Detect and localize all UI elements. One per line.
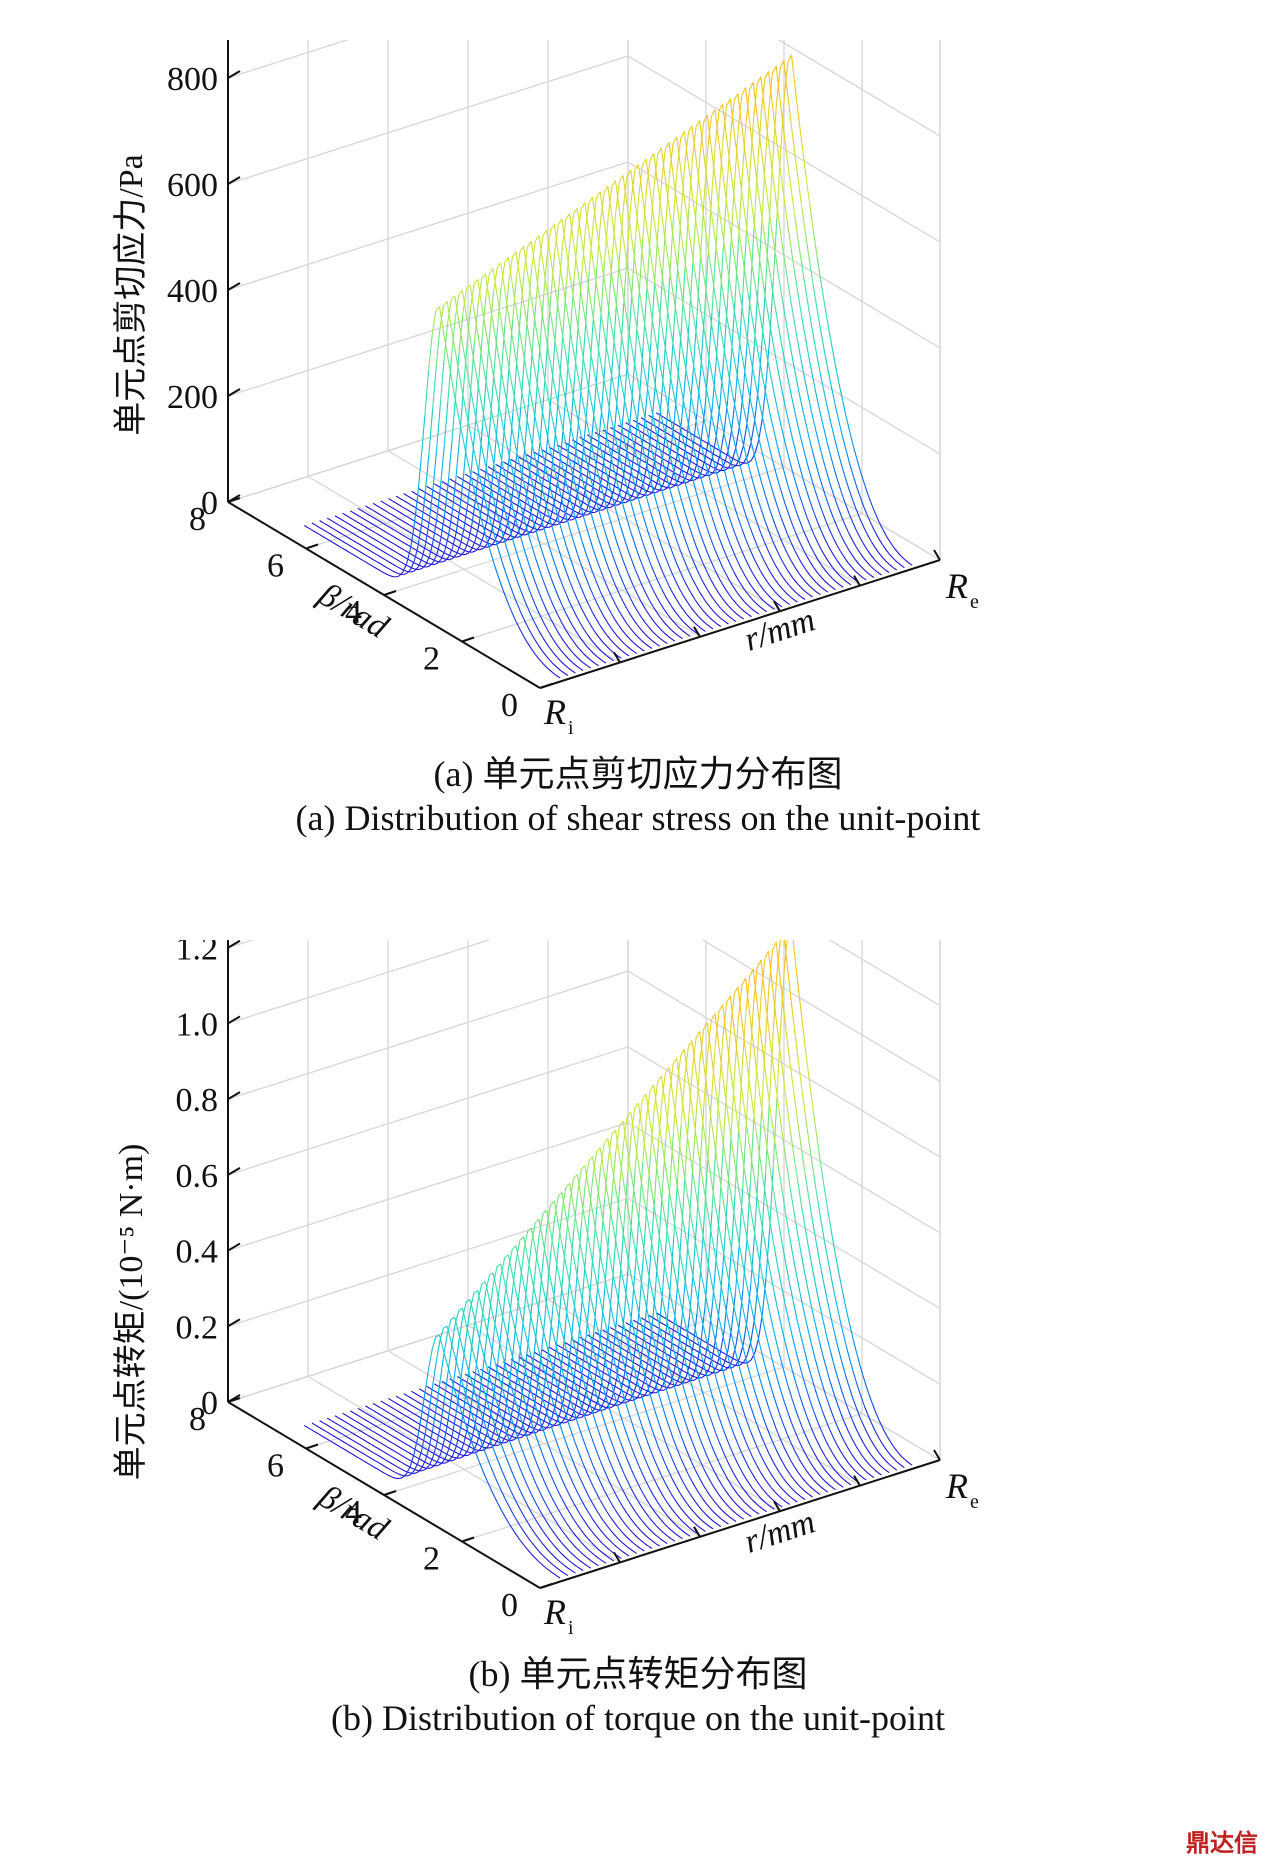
r-tick-sub-re: e	[970, 591, 979, 613]
torque-surface-plot: 00.20.40.60.81.01.21.402468RiRe单元点转矩/(10…	[112, 743, 979, 1639]
z-tick	[227, 388, 241, 397]
r-tick-label-re: R	[945, 1466, 968, 1506]
r-tick	[933, 1449, 941, 1461]
beta-tick	[305, 1443, 319, 1450]
beta-tick-label: 6	[267, 1448, 284, 1485]
caption-a-en: (a) Distribution of shear stress on the …	[295, 798, 981, 838]
beta-tick	[383, 1490, 397, 1496]
beta-tick	[461, 1536, 475, 1543]
r-tick-sub-ri: i	[568, 1617, 574, 1639]
r-tick-label-re: R	[945, 566, 968, 606]
beta-tick-label: 0	[501, 687, 518, 724]
beta-tick	[227, 497, 241, 503]
z-tick	[227, 1091, 241, 1101]
watermark-logo: 鼎达信	[1186, 1829, 1258, 1857]
r-tick	[853, 575, 861, 587]
r-tick	[773, 1500, 781, 1512]
beta-tick-label: 4	[345, 1494, 362, 1531]
r-tick	[933, 549, 941, 561]
beta-tick-label: 8	[189, 501, 206, 538]
z-tick	[227, 1318, 241, 1328]
z-tick-label: 0	[201, 1385, 218, 1422]
z-tick-label: 0.8	[176, 1082, 219, 1119]
caption-b-cn: (b) 单元点转矩分布图	[468, 1654, 808, 1694]
r-tick-sub-re: e	[970, 1491, 979, 1513]
z-tick	[227, 1242, 241, 1252]
r-tick	[613, 651, 621, 663]
surface-mesh	[304, 924, 913, 1579]
beta-tick-label: 4	[345, 594, 362, 631]
beta-axis-label: β/rad	[311, 576, 395, 647]
z-tick	[227, 282, 241, 291]
beta-tick	[539, 1583, 553, 1589]
z-tick	[227, 1166, 241, 1176]
surface-mesh	[304, 54, 913, 679]
z-tick	[227, 939, 241, 949]
beta-tick	[305, 543, 319, 550]
z-tick-label: 1.2	[176, 940, 219, 968]
shear-stress-chart: 02004006008001 00002468RiRe单元点剪切应力/Paβ/r…	[0, 0, 1276, 900]
beta-tick-label: 2	[423, 641, 440, 678]
z-tick-label: 0.6	[176, 1158, 219, 1195]
beta-tick-label: 8	[189, 1401, 206, 1438]
z-tick-label: 200	[167, 379, 218, 416]
z-tick	[227, 1015, 241, 1025]
r-tick	[773, 600, 781, 612]
r-axis-label: r/mm	[740, 601, 820, 658]
caption-b-en: (b) Distribution of torque on the unit-p…	[331, 1698, 945, 1738]
beta-tick	[383, 590, 397, 596]
beta-tick-label: 0	[501, 1587, 518, 1624]
r-tick-sub-ri: i	[568, 717, 574, 739]
r-axis-line	[539, 1459, 941, 1589]
shear-stress-surface-plot: 02004006008001 00002468RiRe单元点剪切应力/Paβ/r…	[112, 0, 979, 739]
r-tick-label-ri: R	[543, 1592, 566, 1632]
r-tick	[693, 1526, 701, 1538]
caption-a-cn: (a) 单元点剪切应力分布图	[433, 754, 843, 794]
r-tick	[693, 626, 701, 638]
beta-tick-label: 6	[267, 548, 284, 585]
z-tick-label: 0.4	[176, 1234, 219, 1271]
z-tick-label: 1.0	[176, 1006, 219, 1043]
r-tick	[853, 1475, 861, 1487]
z-tick	[227, 176, 241, 185]
torque-chart: 00.20.40.60.81.01.21.402468RiRe单元点转矩/(10…	[0, 743, 1276, 1800]
z-tick-label: 0.2	[176, 1309, 219, 1346]
z-tick-label: 400	[167, 273, 218, 310]
beta-axis-label: β/rad	[311, 1478, 395, 1549]
z-tick-label: 600	[167, 167, 218, 204]
r-tick-label-ri: R	[543, 692, 566, 732]
z-tick	[227, 70, 241, 79]
r-axis-label: r/mm	[740, 1503, 820, 1560]
z-tick-label: 800	[167, 61, 218, 98]
beta-tick-label: 2	[423, 1541, 440, 1578]
z-axis-label: 单元点剪切应力/Pa	[112, 154, 150, 435]
r-tick	[613, 1551, 621, 1563]
r-axis-line	[539, 559, 941, 689]
z-tick-label: 0	[201, 485, 218, 522]
beta-tick	[461, 636, 475, 643]
beta-tick	[539, 683, 553, 689]
z-axis-label: 单元点转矩/(10⁻⁵ N·m)	[112, 1144, 150, 1481]
beta-tick	[227, 1397, 241, 1403]
